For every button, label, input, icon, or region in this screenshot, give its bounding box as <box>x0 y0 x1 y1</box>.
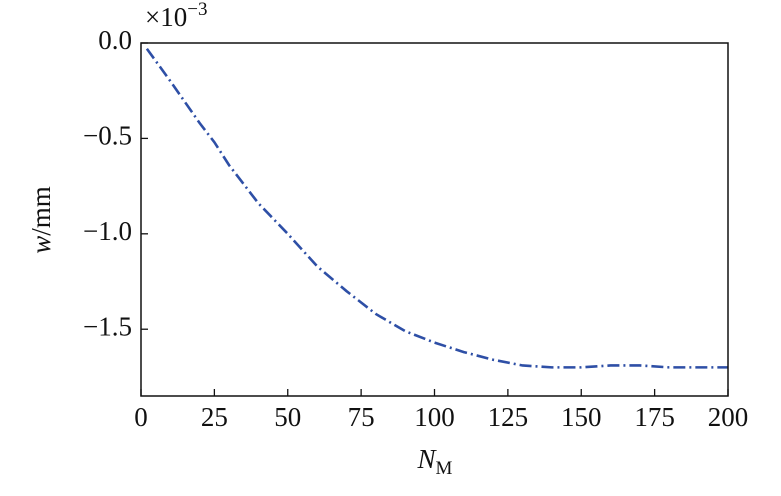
offset-exponent: −3 <box>187 0 207 20</box>
y-tick-label: 0.0 <box>98 25 132 55</box>
x-tick-label: 75 <box>348 402 375 432</box>
x-axis-label: NM <box>417 444 453 479</box>
x-tick-label: 175 <box>634 402 675 432</box>
x-tick-label: 50 <box>274 402 301 432</box>
y-tick-label: −1.0 <box>83 216 132 246</box>
offset-text: ×10−3 <box>145 0 207 32</box>
x-tick-label: 150 <box>561 402 602 432</box>
y-tick-label: −1.5 <box>83 311 132 341</box>
plot-frame <box>140 42 729 397</box>
x-label-sub: M <box>436 458 453 479</box>
y-label-unit: /mm <box>26 186 56 236</box>
y-axis-label: w/mm <box>26 186 56 254</box>
y-tick-label: −0.5 <box>83 121 132 151</box>
x-tick-label: 25 <box>201 402 228 432</box>
x-tick-label: 0 <box>134 402 148 432</box>
x-tick-label: 200 <box>708 402 749 432</box>
y-label-var: w <box>26 236 56 254</box>
offset-base: ×10 <box>145 2 187 32</box>
data-line <box>145 47 728 369</box>
x-label-main: N <box>417 444 438 474</box>
x-tick-label: 100 <box>414 402 455 432</box>
x-tick-label: 125 <box>488 402 529 432</box>
